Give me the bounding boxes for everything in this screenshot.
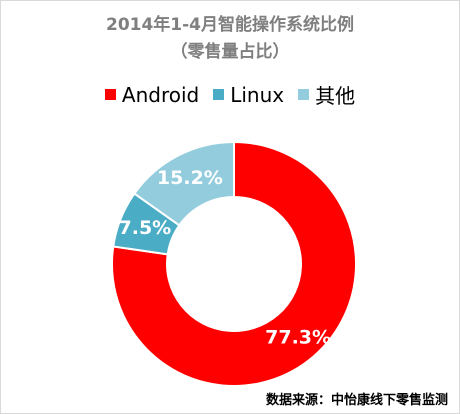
chart-title: 2014年1-4月智能操作系统比例 <box>105 15 355 35</box>
legend-swatch-other <box>298 89 310 100</box>
legend-label-other: 其他 <box>315 84 356 108</box>
legend-item-other: 其他 <box>298 80 355 109</box>
legend-swatch-linux <box>213 89 225 100</box>
chart-subtitle: （零售量占比） <box>170 42 290 62</box>
legend-swatch-android <box>104 89 116 100</box>
slice-other <box>133 140 235 227</box>
legend-item-linux: Linux <box>213 83 284 107</box>
source-note: 数据来源：中怡康线下零售监测 <box>265 393 448 408</box>
data-label-android: 77.3% <box>265 327 331 349</box>
legend-label-android: Android <box>121 82 200 107</box>
data-label-linux: 7.5% <box>119 217 172 239</box>
legend-label-linux: Linux <box>230 82 285 107</box>
legend-item-android: Android <box>104 82 200 107</box>
slice-android <box>111 140 357 387</box>
chart-legend: Android Linux 其他 <box>0 80 460 109</box>
data-label-other: 15.2% <box>157 167 223 189</box>
